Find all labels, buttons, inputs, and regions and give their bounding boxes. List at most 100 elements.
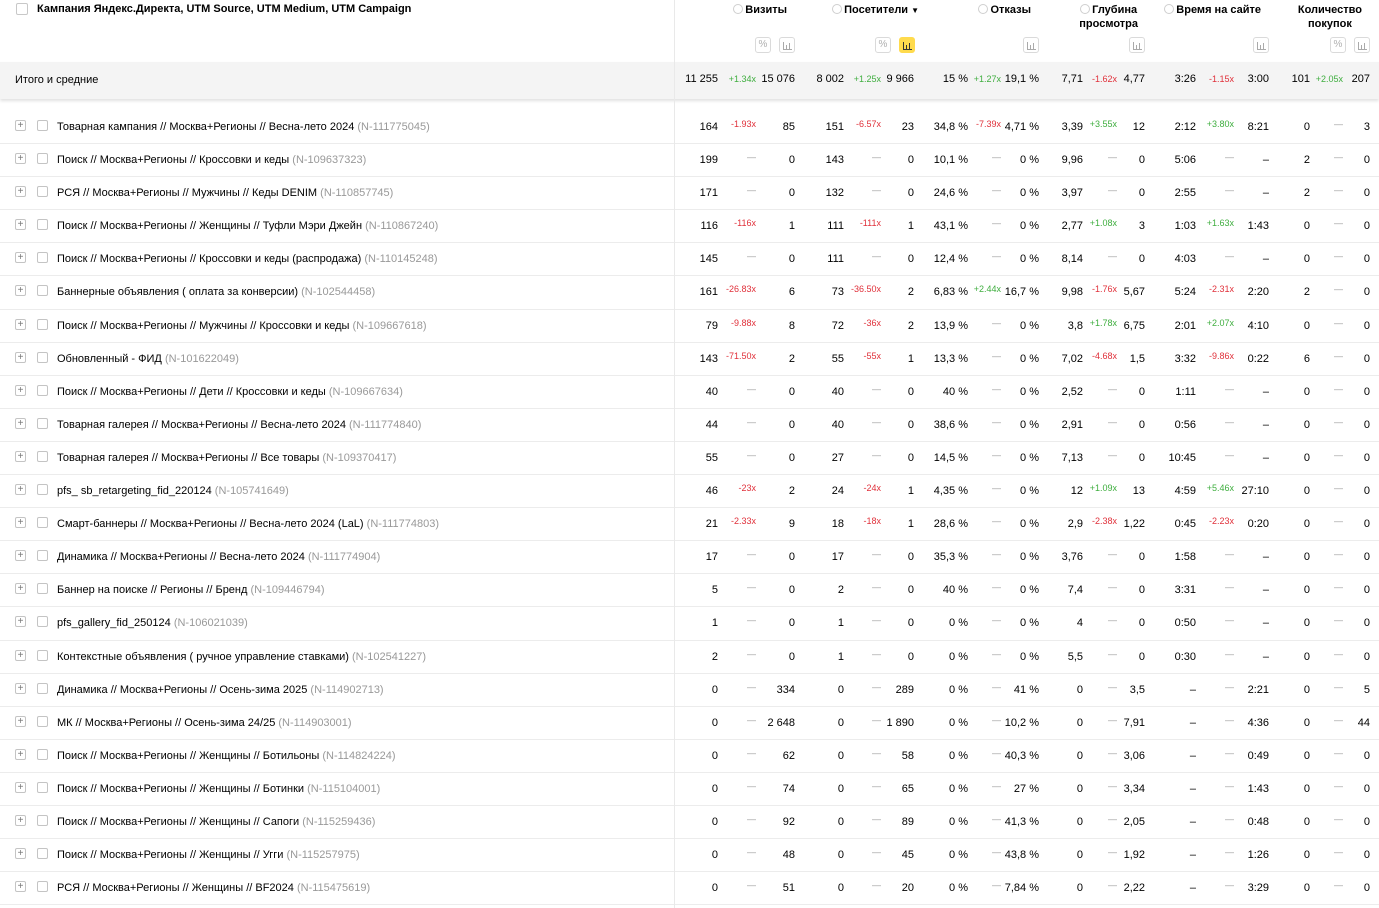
table-row[interactable]: + Товарная кампания // Москва+Регионы // … xyxy=(0,111,1379,145)
row-checkbox[interactable] xyxy=(37,417,48,429)
row-checkbox[interactable] xyxy=(37,715,48,727)
campaign-name[interactable]: Поиск // Москва+Регионы // Женщины // Бо… xyxy=(57,750,396,762)
chart-toggle-visits[interactable] xyxy=(779,37,795,53)
table-row[interactable]: + Поиск // Москва+Регионы // Женщины // Т… xyxy=(0,210,1379,244)
campaign-name[interactable]: Поиск // Москва+Регионы // Мужчины // Кр… xyxy=(57,320,427,332)
table-row[interactable]: + Поиск // Москва+Регионы // Женщины // Б… xyxy=(0,773,1379,806)
chart-toggle-depth[interactable] xyxy=(1129,37,1145,53)
expand-icon[interactable]: + xyxy=(15,450,26,462)
table-row[interactable]: + РСЯ // Москва+Регионы // Мужчины // Кед… xyxy=(0,177,1379,211)
row-checkbox[interactable] xyxy=(37,881,48,893)
metric-header-visits[interactable]: Визиты xyxy=(733,3,787,17)
help-icon[interactable] xyxy=(733,4,744,14)
table-row[interactable]: + Поиск // Москва+Регионы // Женщины // Б… xyxy=(0,740,1379,773)
expand-icon[interactable]: + xyxy=(15,881,26,893)
table-row[interactable]: + Поиск // Москва+Регионы // Дети // Крос… xyxy=(0,376,1379,409)
row-checkbox[interactable] xyxy=(37,517,48,529)
campaign-name[interactable]: Смарт-баннеры // Москва+Регионы // Весна… xyxy=(57,518,439,530)
expand-icon[interactable]: + xyxy=(15,682,26,694)
percent-toggle-visitors[interactable]: % xyxy=(875,37,891,53)
campaign-name[interactable]: pfs_ sb_retargeting_fid_220124 (N-105741… xyxy=(57,485,289,497)
expand-icon[interactable]: + xyxy=(15,285,26,297)
row-checkbox[interactable] xyxy=(37,318,48,330)
expand-icon[interactable]: + xyxy=(15,649,26,661)
table-row[interactable]: + Поиск // Москва+Регионы // Женщины // У… xyxy=(0,839,1379,873)
chart-toggle-purchases[interactable] xyxy=(1354,37,1370,53)
expand-icon[interactable]: + xyxy=(15,748,26,760)
expand-icon[interactable]: + xyxy=(15,384,26,396)
table-row[interactable]: + Товарная галерея // Москва+Регионы // В… xyxy=(0,409,1379,442)
campaign-name[interactable]: Динамика // Москва+Регионы // Осень-зима… xyxy=(57,684,384,696)
campaign-name[interactable]: Контекстные объявления ( ручное управлен… xyxy=(57,651,426,663)
expand-icon[interactable]: + xyxy=(15,550,26,562)
metric-header-depth[interactable]: Глубина просмотра xyxy=(1079,4,1138,30)
help-icon[interactable] xyxy=(1080,4,1091,14)
table-row[interactable]: + Товарная галерея // Москва+Регионы // В… xyxy=(0,442,1379,476)
row-checkbox[interactable] xyxy=(37,285,48,297)
row-checkbox[interactable] xyxy=(37,252,48,264)
table-row[interactable]: + pfs_gallery_fid_250124 (N-106021039) 1 — 0… xyxy=(0,607,1379,641)
chart-toggle-bounces[interactable] xyxy=(1023,37,1039,53)
row-checkbox[interactable] xyxy=(37,550,48,562)
help-icon[interactable] xyxy=(1164,4,1175,14)
row-checkbox[interactable] xyxy=(37,682,48,694)
expand-icon[interactable]: + xyxy=(15,848,26,860)
expand-icon[interactable]: + xyxy=(15,814,26,826)
campaign-name[interactable]: Поиск // Москва+Регионы // Женщины // Бо… xyxy=(57,783,380,795)
campaign-name[interactable]: РСЯ // Москва+Регионы // Мужчины // Кеды… xyxy=(57,187,393,199)
table-row[interactable]: + РСЯ // Москва+Регионы // Женщины // BF2… xyxy=(0,872,1379,906)
campaign-name[interactable]: Динамика // Москва+Регионы // Весна-лето… xyxy=(57,551,380,563)
expand-icon[interactable]: + xyxy=(15,252,26,264)
expand-icon[interactable]: + xyxy=(15,351,26,363)
table-row[interactable]: + Обновленный - ФИД (N-101622049) 143 -71.5… xyxy=(0,343,1379,376)
expand-icon[interactable]: + xyxy=(15,715,26,727)
chart-toggle-visitors[interactable] xyxy=(899,37,915,53)
campaign-name[interactable]: Поиск // Москва+Регионы // Дети // Кросс… xyxy=(57,386,403,398)
campaign-name[interactable]: Поиск // Москва+Регионы // Кроссовки и к… xyxy=(57,253,438,265)
row-checkbox[interactable] xyxy=(37,748,48,760)
expand-icon[interactable]: + xyxy=(15,781,26,793)
campaign-name[interactable]: Товарная галерея // Москва+Регионы // Вс… xyxy=(57,452,396,464)
table-row[interactable]: + Смарт-баннеры // Москва+Регионы // Весн… xyxy=(0,508,1379,542)
table-row[interactable]: + Динамика // Москва+Регионы // Осень-зим… xyxy=(0,674,1379,707)
expand-icon[interactable]: + xyxy=(15,318,26,330)
campaign-name[interactable]: МК // Москва+Регионы // Осень-зима 24/25… xyxy=(57,717,352,729)
expand-icon[interactable]: + xyxy=(15,219,26,231)
campaign-name[interactable]: Поиск // Москва+Регионы // Женщины // Уг… xyxy=(57,849,360,861)
table-row[interactable]: + Поиск // Москва+Регионы // Кроссовки и … xyxy=(0,243,1379,277)
table-row[interactable]: + Баннерные объявления ( оплата за конвер… xyxy=(0,276,1379,310)
row-checkbox[interactable] xyxy=(37,219,48,231)
dimension-header[interactable]: Кампания Яндекс.Директа, UTM Source, UTM… xyxy=(37,3,412,15)
campaign-name[interactable]: Обновленный - ФИД (N-101622049) xyxy=(57,353,239,365)
metric-header-bounces[interactable]: Отказы xyxy=(978,3,1031,17)
row-checkbox[interactable] xyxy=(37,848,48,860)
row-checkbox[interactable] xyxy=(37,814,48,826)
row-checkbox[interactable] xyxy=(37,484,48,496)
expand-icon[interactable]: + xyxy=(15,484,26,496)
campaign-name[interactable]: Поиск // Москва+Регионы // Кроссовки и к… xyxy=(57,154,366,166)
campaign-name[interactable]: pfs_gallery_fid_250124 (N-106021039) xyxy=(57,617,248,629)
expand-icon[interactable]: + xyxy=(15,517,26,529)
help-icon[interactable] xyxy=(978,4,989,14)
campaign-name[interactable]: Товарная галерея // Москва+Регионы // Ве… xyxy=(57,419,421,431)
campaign-name[interactable]: РСЯ // Москва+Регионы // Женщины // BF20… xyxy=(57,882,370,894)
expand-icon[interactable]: + xyxy=(15,583,26,595)
help-icon[interactable] xyxy=(832,4,843,14)
row-checkbox[interactable] xyxy=(37,583,48,595)
expand-icon[interactable]: + xyxy=(15,153,26,165)
table-row[interactable]: + Динамика // Москва+Регионы // Весна-лет… xyxy=(0,541,1379,575)
table-row[interactable]: + МК // Москва+Регионы // Осень-зима 24/2… xyxy=(0,707,1379,740)
chart-toggle-time[interactable] xyxy=(1253,37,1269,53)
metric-header-time[interactable]: Время на сайте xyxy=(1164,3,1261,17)
campaign-name[interactable]: Баннерные объявления ( оплата за конверс… xyxy=(57,286,375,298)
metric-header-purchases[interactable]: Количество покупок xyxy=(1297,4,1362,30)
campaign-name[interactable]: Поиск // Москва+Регионы // Женщины // Ту… xyxy=(57,220,438,232)
row-checkbox[interactable] xyxy=(37,120,48,131)
select-all-checkbox[interactable] xyxy=(16,3,28,15)
row-checkbox[interactable] xyxy=(37,351,48,363)
table-row[interactable]: + Баннер на поиске // Регионы // Бренд (N… xyxy=(0,574,1379,608)
percent-toggle-purchases[interactable]: % xyxy=(1330,37,1346,53)
row-checkbox[interactable] xyxy=(37,781,48,793)
expand-icon[interactable]: + xyxy=(15,417,26,429)
table-row[interactable]: + pfs_ sb_retargeting_fid_220124 (N-10574… xyxy=(0,475,1379,509)
